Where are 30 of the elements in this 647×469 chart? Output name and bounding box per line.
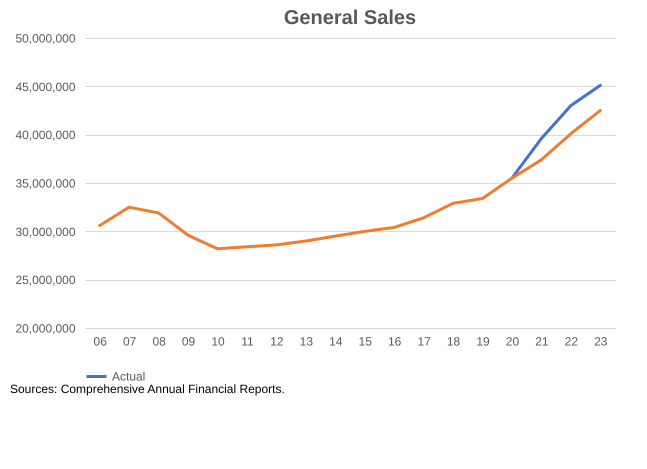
chart-title: General Sales [284, 7, 416, 29]
y-tick-label: 45,000,000 [15, 80, 76, 94]
x-tick-label: 07 [122, 334, 137, 348]
y-tick-label: 50,000,000 [15, 32, 76, 46]
x-tick-label: 22 [564, 334, 578, 348]
x-tick-label: 11 [241, 334, 254, 348]
x-tick-label: 09 [182, 334, 196, 348]
x-tick-label: 19 [476, 334, 490, 348]
x-tick-label: 08 [152, 334, 166, 348]
y-tick-label: 35,000,000 [15, 176, 76, 190]
x-tick-label: 21 [535, 334, 549, 348]
x-tick-label: 23 [594, 334, 608, 348]
y-tick-label: 25,000,000 [15, 273, 76, 288]
y-tick-label: 20,000,000 [15, 322, 76, 336]
x-tick-label: 20 [506, 334, 520, 348]
x-tick-label: 13 [300, 334, 314, 348]
x-tick-label: 12 [270, 334, 284, 348]
legend-label: Actual [112, 370, 146, 384]
x-tick-label: 06 [94, 334, 108, 348]
x-tick-label: 15 [358, 334, 372, 348]
y-tick-label: 40,000,000 [15, 128, 76, 142]
y-tick-label: 30,000,000 [15, 224, 76, 239]
x-tick-label: 14 [329, 334, 343, 348]
x-tick-label: 17 [417, 334, 432, 348]
line-series [98, 109, 602, 250]
line-series [510, 84, 602, 180]
x-tick-label: 16 [388, 334, 402, 348]
source-note: Sources: Comprehensive Annual Financial Reports. [10, 382, 285, 396]
x-tick-label: 18 [446, 334, 461, 348]
x-tick-label: 10 [211, 334, 225, 348]
